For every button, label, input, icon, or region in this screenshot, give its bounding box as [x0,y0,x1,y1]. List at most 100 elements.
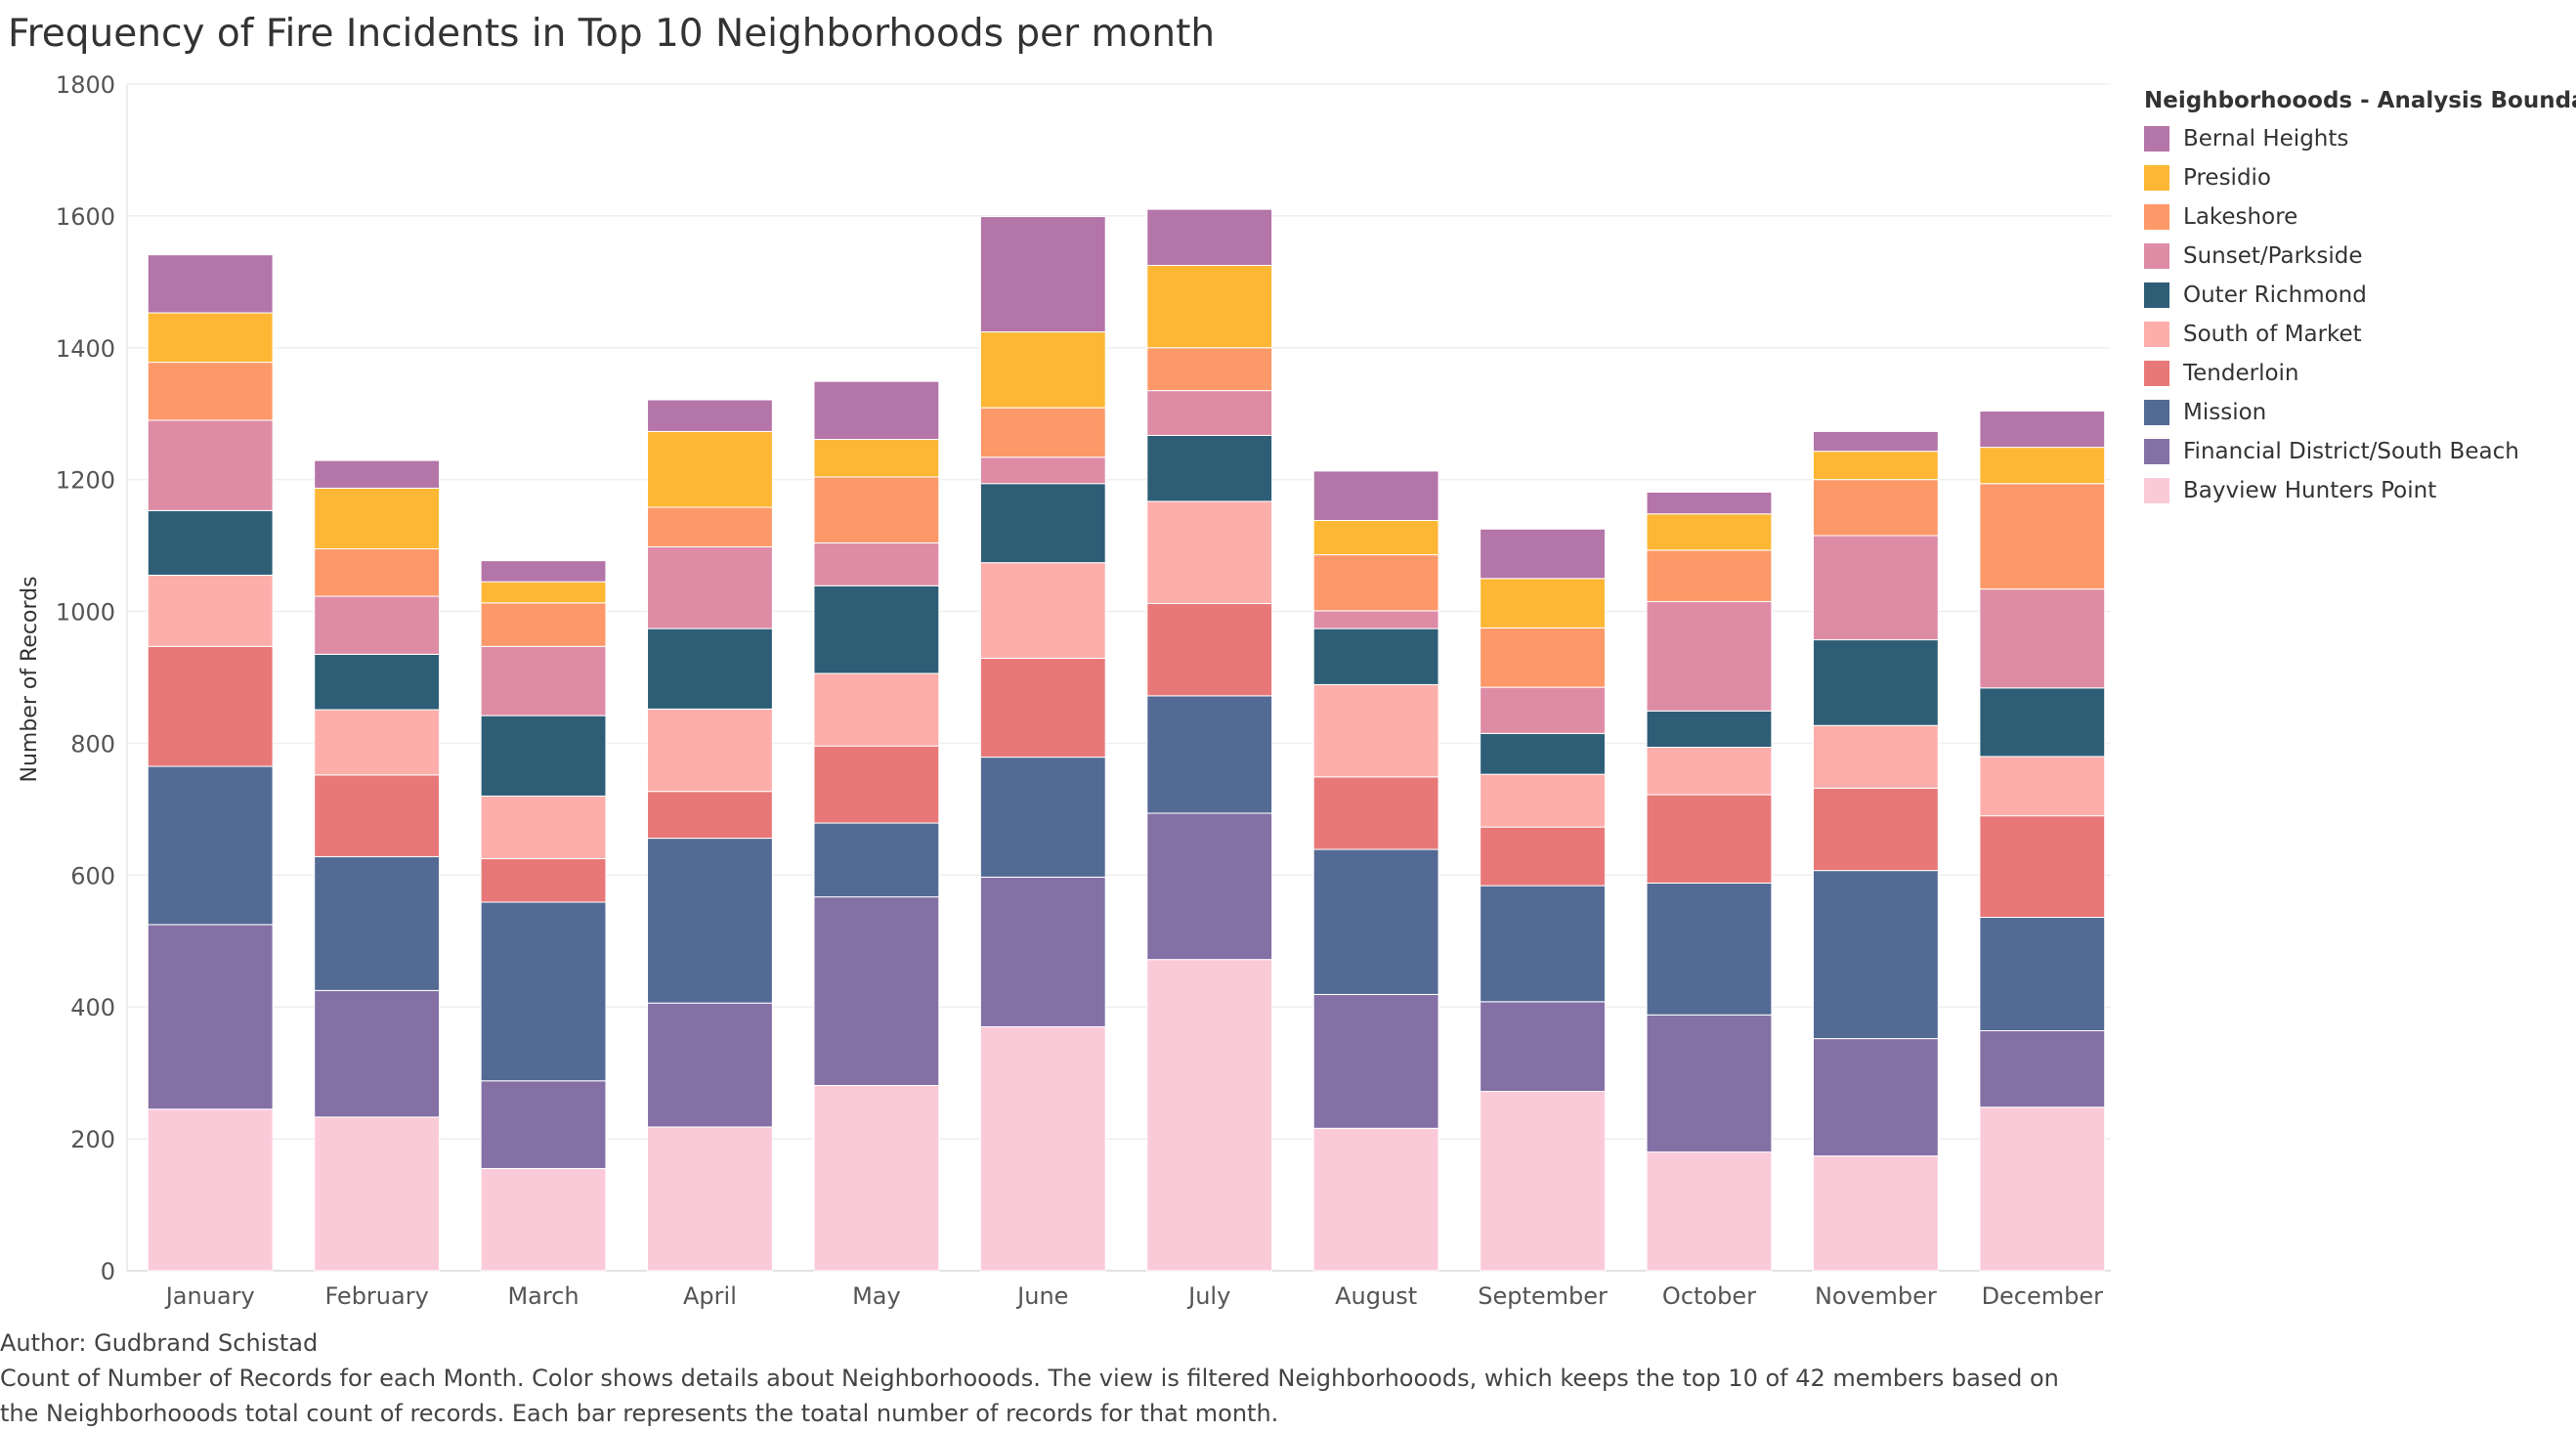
bar-segment [314,855,441,991]
bar-segment [813,822,940,898]
bar-segment [1646,1151,1773,1272]
bar-segment [314,774,441,857]
bar-segment [480,602,607,647]
y-tick-label: 1600 [56,203,115,231]
bar-segment [1812,639,1939,726]
bar-segment [1312,554,1439,612]
legend-item[interactable]: South of Market [2144,315,2576,354]
x-tick-label: September [1478,1282,1608,1310]
legend-label: South of Market [2183,322,2362,347]
bar-segment [1312,470,1439,521]
x-tick-label: October [1662,1282,1756,1310]
legend: Neighborhooods - Analysis Boundaries Ber… [2144,88,2576,510]
bar-segment [1646,513,1773,551]
bar-segment [480,795,607,859]
legend-label: Mission [2183,400,2267,425]
legend-item[interactable]: Bayview Hunters Point [2144,471,2576,510]
x-tick-label: May [852,1282,901,1310]
y-axis-ticks: 0 200 400 600 800 1000 1200 1400 1600 1800 [56,71,115,1285]
y-tick-label: 1200 [56,467,115,495]
bar-segment [647,708,773,793]
bar-segment [979,331,1106,409]
x-tick-label: April [683,1282,737,1310]
bar-segment [1146,264,1273,349]
bar-segment [1480,826,1606,887]
legend-swatch [2144,439,2169,464]
bar-segment [147,1108,274,1272]
bar-segment [1312,1127,1439,1272]
bar-segment [813,439,940,478]
bar-segment [647,399,773,432]
x-tick-label: July [1186,1282,1230,1310]
bar-segment [979,757,1106,878]
bar-segment [1312,683,1439,778]
bar-segment [647,791,773,840]
bar-segment [1480,528,1606,580]
bar-segment [1146,390,1273,436]
bar-segment [813,585,940,674]
footer: Author: Gudbrand Schistad Count of Numbe… [0,1325,2059,1431]
bar-segment [480,715,607,797]
bar-segment [1480,1091,1606,1272]
bar-segment [1312,628,1439,685]
bar-segment [480,645,607,716]
legend-swatch [2144,282,2169,308]
legend-swatch [2144,165,2169,191]
legend-swatch [2144,126,2169,152]
chart-plot: 0 200 400 600 800 1000 1200 1400 1600 1800 Januar… [18,71,2111,1310]
chart-title: Frequency of Fire Incidents in Top 10 Ne… [8,12,1216,56]
bar-segment [1646,600,1773,712]
y-tick-label: 1400 [56,335,115,363]
legend-label: Bayview Hunters Point [2183,478,2437,503]
legend-label: Presidio [2183,165,2272,191]
bar-segment [314,547,441,597]
bar-segment [480,581,607,604]
legend-label: Financial District/South Beach [2183,439,2519,464]
x-tick-label: February [324,1282,428,1310]
bar-segment [647,1002,773,1128]
bar-segment [480,560,607,583]
legend-item[interactable]: Lakeshore [2144,197,2576,237]
legend-swatch [2144,322,2169,347]
bar-segment [1480,578,1606,629]
legend-item[interactable]: Presidio [2144,158,2576,197]
legend-item[interactable]: Mission [2144,393,2576,432]
legend-title: Neighborhooods - Analysis Boundaries [2144,88,2576,113]
legend-item[interactable]: Outer Richmond [2144,276,2576,315]
footer-author: Author: Gudbrand Schistad [0,1329,319,1357]
bar-segment [480,857,607,903]
bar-segment [1812,479,1939,537]
bar-segment [1979,411,2106,449]
legend-item[interactable]: Tenderloin [2144,354,2576,393]
y-axis-title: Number of Records [18,576,42,782]
bar-segment [647,430,773,508]
bar-segment [1812,430,1939,453]
bar-segment [314,989,441,1118]
bar-segment [314,709,441,776]
bar-segment [647,628,773,710]
bar-segment [1812,724,1939,789]
bar-segment [314,653,441,711]
bar-segment [1146,434,1273,502]
legend-item[interactable]: Bernal Heights [2144,119,2576,158]
legend-label: Sunset/Parkside [2183,243,2363,269]
bar-segment [1812,451,1939,481]
bar-segment [147,312,274,364]
footer-caption-line-1: Count of Number of Records for each Mont… [0,1365,2059,1392]
bar-segment [1480,1001,1606,1093]
legend-swatch [2144,243,2169,269]
bar-segment [1312,776,1439,850]
legend-label: Outer Richmond [2183,282,2367,308]
bar-segment [647,545,773,629]
legend-item[interactable]: Sunset/Parkside [2144,237,2576,276]
bar-segment [147,254,274,314]
legend-item[interactable]: Financial District/South Beach [2144,432,2576,471]
bar-segment [314,1116,441,1272]
bar-segment [1146,959,1273,1272]
bar-segment [1812,787,1939,872]
bar-segment [1646,491,1773,515]
legend-swatch [2144,361,2169,386]
bar-segment [1979,756,2106,817]
bar-segment [979,407,1106,458]
bar-segment [647,506,773,547]
